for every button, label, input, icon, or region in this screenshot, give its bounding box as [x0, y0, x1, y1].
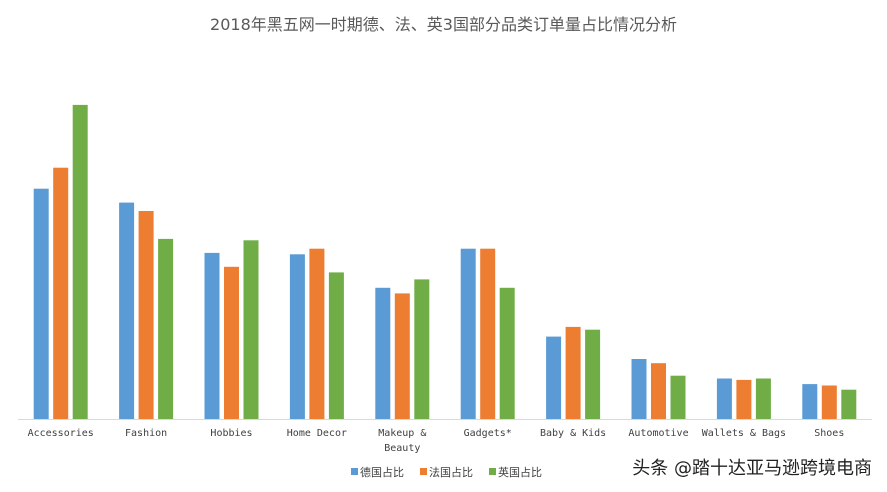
legend-swatch	[351, 468, 358, 475]
bar	[204, 252, 220, 419]
bar	[499, 287, 515, 419]
bar	[716, 378, 732, 419]
chart-title: 2018年黑五网一时期德、法、英3国部分品类订单量占比情况分析	[210, 15, 677, 34]
category-label: Baby & Kids	[540, 428, 606, 439]
category-label: Makeup &	[378, 428, 426, 439]
bar	[480, 248, 496, 419]
category-label: Home Decor	[287, 428, 347, 439]
category-label: Gadgets*	[464, 428, 512, 439]
bar	[651, 363, 666, 419]
bar	[33, 188, 49, 419]
category-label: Wallets & Bags	[702, 428, 786, 439]
legend-label: 英国占比	[498, 465, 542, 479]
category-labels: Accessories Fashion Hobbies Home Decor Makeu…	[28, 428, 845, 454]
category-label: Fashion	[125, 428, 167, 439]
bar	[119, 202, 135, 419]
bar	[755, 378, 771, 419]
bar	[328, 272, 344, 419]
legend-label: 德国占比	[360, 465, 404, 479]
category-label: Beauty	[384, 443, 420, 454]
bar	[394, 293, 410, 419]
bar	[289, 254, 305, 419]
bar	[375, 287, 391, 419]
bar	[670, 375, 686, 419]
bar	[585, 329, 601, 419]
bar	[243, 240, 259, 419]
legend-label: 法国占比	[429, 465, 473, 479]
bar	[224, 266, 239, 419]
bar	[631, 359, 647, 419]
category-label: Hobbies	[210, 428, 252, 439]
bar	[736, 379, 752, 419]
bar	[72, 104, 88, 420]
bar	[53, 167, 69, 419]
category-label: Accessories	[28, 428, 94, 439]
bar	[841, 389, 857, 419]
legend: 德国占比 法国占比 英国占比	[351, 465, 542, 479]
legend-swatch	[489, 468, 496, 475]
bars-group	[33, 104, 857, 420]
bar	[138, 211, 154, 419]
bar	[802, 384, 818, 419]
category-label: Shoes	[814, 428, 844, 439]
bar	[414, 279, 430, 419]
category-label: Automotive	[628, 428, 688, 439]
bar	[158, 238, 174, 419]
watermark: 头条 @踏十达亚马逊跨境电商	[632, 458, 872, 479]
bar	[460, 248, 476, 419]
bar	[821, 385, 837, 419]
bar	[565, 326, 581, 419]
legend-swatch	[420, 468, 427, 475]
bar	[309, 248, 325, 419]
bar	[546, 336, 562, 419]
